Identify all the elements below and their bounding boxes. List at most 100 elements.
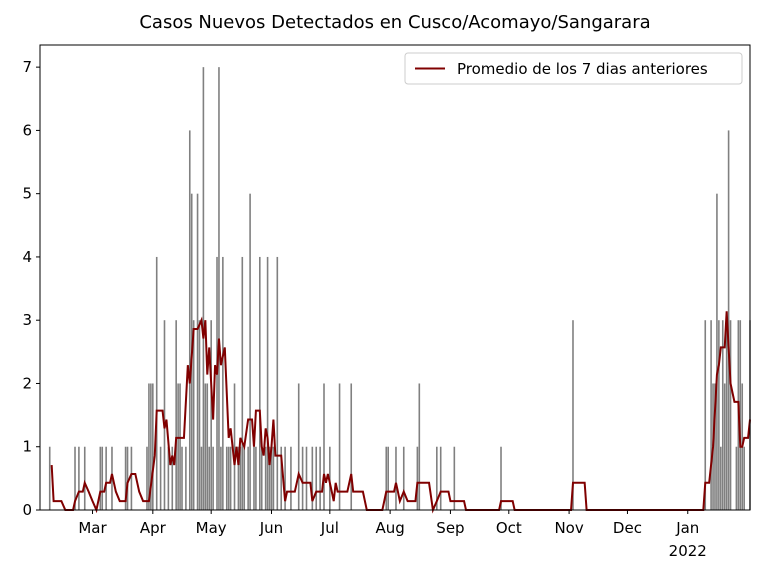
legend-label: Promedio de los 7 dias anteriores [457,60,708,78]
bar [124,446,127,510]
bar [229,446,232,510]
y-tick-label: 7 [22,58,32,76]
bar [83,446,86,510]
bar [720,446,722,510]
bar [338,383,341,510]
bar [241,256,244,510]
bar [196,193,199,510]
y-tick-label: 2 [22,374,32,392]
bar [436,446,438,510]
bar [74,446,76,510]
bar [150,383,152,510]
bar [725,320,728,510]
bar [439,446,442,510]
bar [323,383,325,510]
y-tick-label: 6 [22,121,32,139]
bar [710,320,712,510]
bar [572,320,574,510]
bar [718,320,720,510]
bar [243,446,246,510]
bar [249,193,251,510]
bar [290,446,292,510]
legend: Promedio de los 7 dias anteriores [404,52,743,85]
bar [188,130,191,511]
bar [204,383,207,510]
bar [177,383,179,510]
bar [233,383,236,510]
bar [319,446,321,510]
bar [729,320,732,510]
bar [268,446,271,510]
bar [385,446,388,510]
bar [220,446,222,510]
bar [222,256,224,510]
bar [284,446,286,510]
y-tick-label: 5 [22,185,32,203]
bar [175,320,177,510]
bar [126,446,129,510]
bar [418,383,421,510]
bar [48,446,51,510]
bar [202,67,205,511]
bar [395,446,397,510]
bar [101,446,104,510]
bar [272,446,275,510]
bar [99,446,102,510]
bar [350,383,353,510]
y-tick-label: 3 [22,311,32,329]
line [50,311,751,514]
bar [743,446,745,510]
bar [218,67,220,511]
x-tick-label: Oct [496,519,522,537]
bar [280,446,283,510]
bar [210,320,212,510]
bar [198,320,201,510]
x-tick-label: Sep [436,519,464,537]
bar [402,446,405,510]
bar [297,383,300,510]
x-tick-label: Jul [320,519,339,537]
bar [704,320,707,510]
y-tick-label: 4 [22,248,32,266]
bar [146,446,148,510]
bar [239,446,242,510]
bar [216,256,218,510]
bar [237,446,240,510]
x-tick-label: Dec [613,519,642,537]
x-tick-label: Nov [554,519,583,537]
bar [167,446,170,510]
year-label: 2022 [669,542,707,560]
bar [721,320,724,510]
x-tick-label: Mar [78,519,107,537]
bar [163,320,166,510]
bar [148,383,150,510]
bar [266,256,269,510]
bar [130,446,133,510]
bar [78,446,80,510]
legend-box [404,52,743,85]
bar [208,446,211,510]
x-tick-label: May [196,519,227,537]
bar [311,446,314,510]
bar [315,446,318,510]
bar [159,446,162,510]
bar [200,446,203,510]
bar [255,446,257,510]
bar [735,446,738,510]
bar [500,446,502,510]
bar [416,446,419,510]
bar [105,446,107,510]
bar [181,446,183,510]
x-tick-label: Jan [675,519,699,537]
x-tick-label: Jun [259,519,283,537]
bar [171,446,174,510]
bar [723,383,726,510]
bar [276,256,279,510]
plot-frame [39,44,751,511]
bar [270,446,273,510]
bar [212,446,214,510]
chart-title: Casos Nuevos Detectados en Cusco/Acomayo… [139,12,650,33]
x-tick-label: Aug [375,519,404,537]
bar [305,446,308,510]
